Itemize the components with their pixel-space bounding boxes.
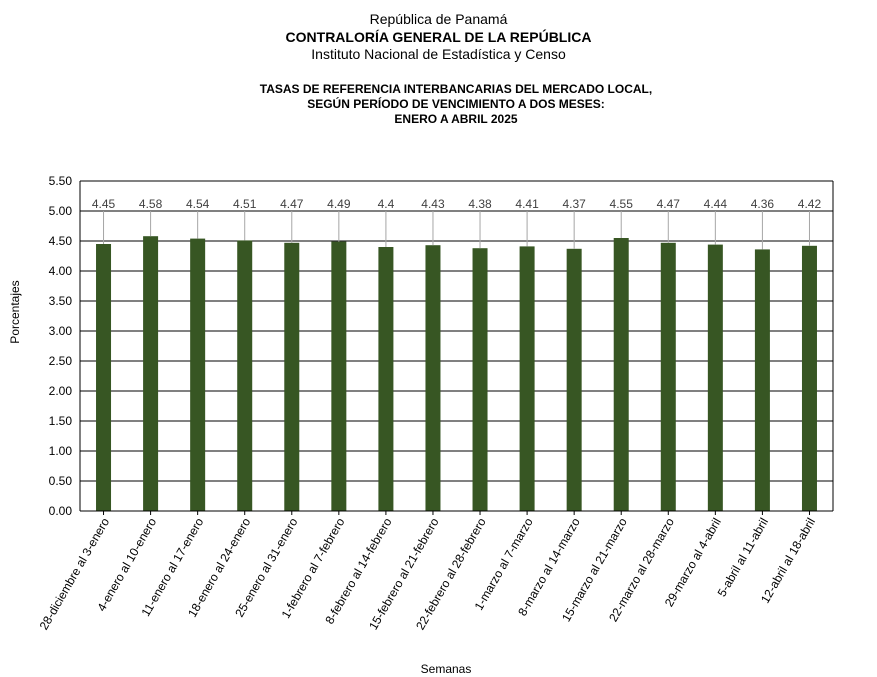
institution-name: CONTRALORÍA GENERAL DE LA REPÚBLICA — [285, 29, 592, 45]
country-name: República de Panamá — [369, 11, 508, 27]
y-axis-label: Porcentajes — [8, 280, 22, 343]
x-axis-label: Semanas — [421, 662, 472, 676]
data-label: 4.37 — [562, 197, 586, 211]
bar — [519, 246, 535, 511]
bar — [190, 238, 206, 511]
data-label: 4.54 — [186, 197, 210, 211]
bar — [754, 249, 770, 511]
y-tick-label: 2.50 — [49, 354, 73, 368]
chart-title-line-3: ENERO A ABRIL 2025 — [394, 112, 518, 126]
bar — [566, 248, 582, 512]
data-label: 4.41 — [515, 197, 539, 211]
data-label: 4.43 — [421, 197, 445, 211]
y-tick-label: 4.00 — [49, 264, 73, 278]
data-labels: 4.45 4.58 4.54 4.51 4.47 4.49 4.4 4.43 4.38 4.41 4… — [92, 197, 822, 250]
bar — [472, 248, 488, 511]
bars — [96, 236, 817, 512]
y-tick-label: 2.00 — [49, 384, 73, 398]
chart-title-line-1: TASAS DE REFERENCIA INTERBANCARIAS DEL M… — [259, 82, 653, 96]
bar — [613, 238, 629, 511]
data-label: 4.51 — [233, 197, 257, 211]
bar — [660, 242, 676, 512]
data-label: 4.44 — [704, 197, 728, 211]
x-tick-label: 5-abril al 11-abril — [715, 516, 771, 600]
data-label: 4.45 — [92, 197, 116, 211]
bar — [707, 244, 723, 511]
bar — [96, 244, 112, 511]
bar — [237, 240, 253, 511]
data-label: 4.38 — [468, 197, 492, 211]
gridlines — [79, 180, 834, 512]
data-label: 4.49 — [327, 197, 351, 211]
y-tick-label: 5.00 — [49, 204, 73, 218]
y-tick-label: 3.00 — [49, 324, 73, 338]
data-label: 4.47 — [657, 197, 681, 211]
y-axis-ticks: 0.00 0.50 1.00 1.50 2.00 2.50 3.00 3.50 4.00 4.50… — [49, 174, 73, 518]
y-tick-label: 1.00 — [49, 444, 73, 458]
y-tick-label: 1.50 — [49, 414, 73, 428]
data-label: 4.55 — [610, 197, 634, 211]
bar — [425, 245, 441, 511]
bar — [284, 242, 300, 512]
data-label: 4.47 — [280, 197, 304, 211]
x-tick-label: 28-diciembre al 3-enero — [37, 515, 113, 632]
data-label: 4.42 — [798, 197, 822, 211]
y-tick-label: 0.50 — [49, 474, 73, 488]
bar — [331, 241, 347, 511]
bar — [378, 247, 394, 511]
data-label: 4.36 — [751, 197, 775, 211]
y-tick-label: 0.00 — [49, 504, 73, 518]
y-tick-label: 3.50 — [49, 294, 73, 308]
institute-name: Instituto Nacional de Estadística y Cens… — [311, 46, 566, 62]
data-label: 4.4 — [378, 197, 395, 211]
y-tick-label: 5.50 — [49, 174, 73, 188]
bar — [801, 245, 817, 512]
bar — [143, 236, 159, 511]
y-tick-label: 4.50 — [49, 234, 73, 248]
data-label: 4.58 — [139, 197, 163, 211]
chart-title-line-2: SEGÚN PERÍODO DE VENCIMIENTO A DOS MESES… — [307, 97, 605, 111]
